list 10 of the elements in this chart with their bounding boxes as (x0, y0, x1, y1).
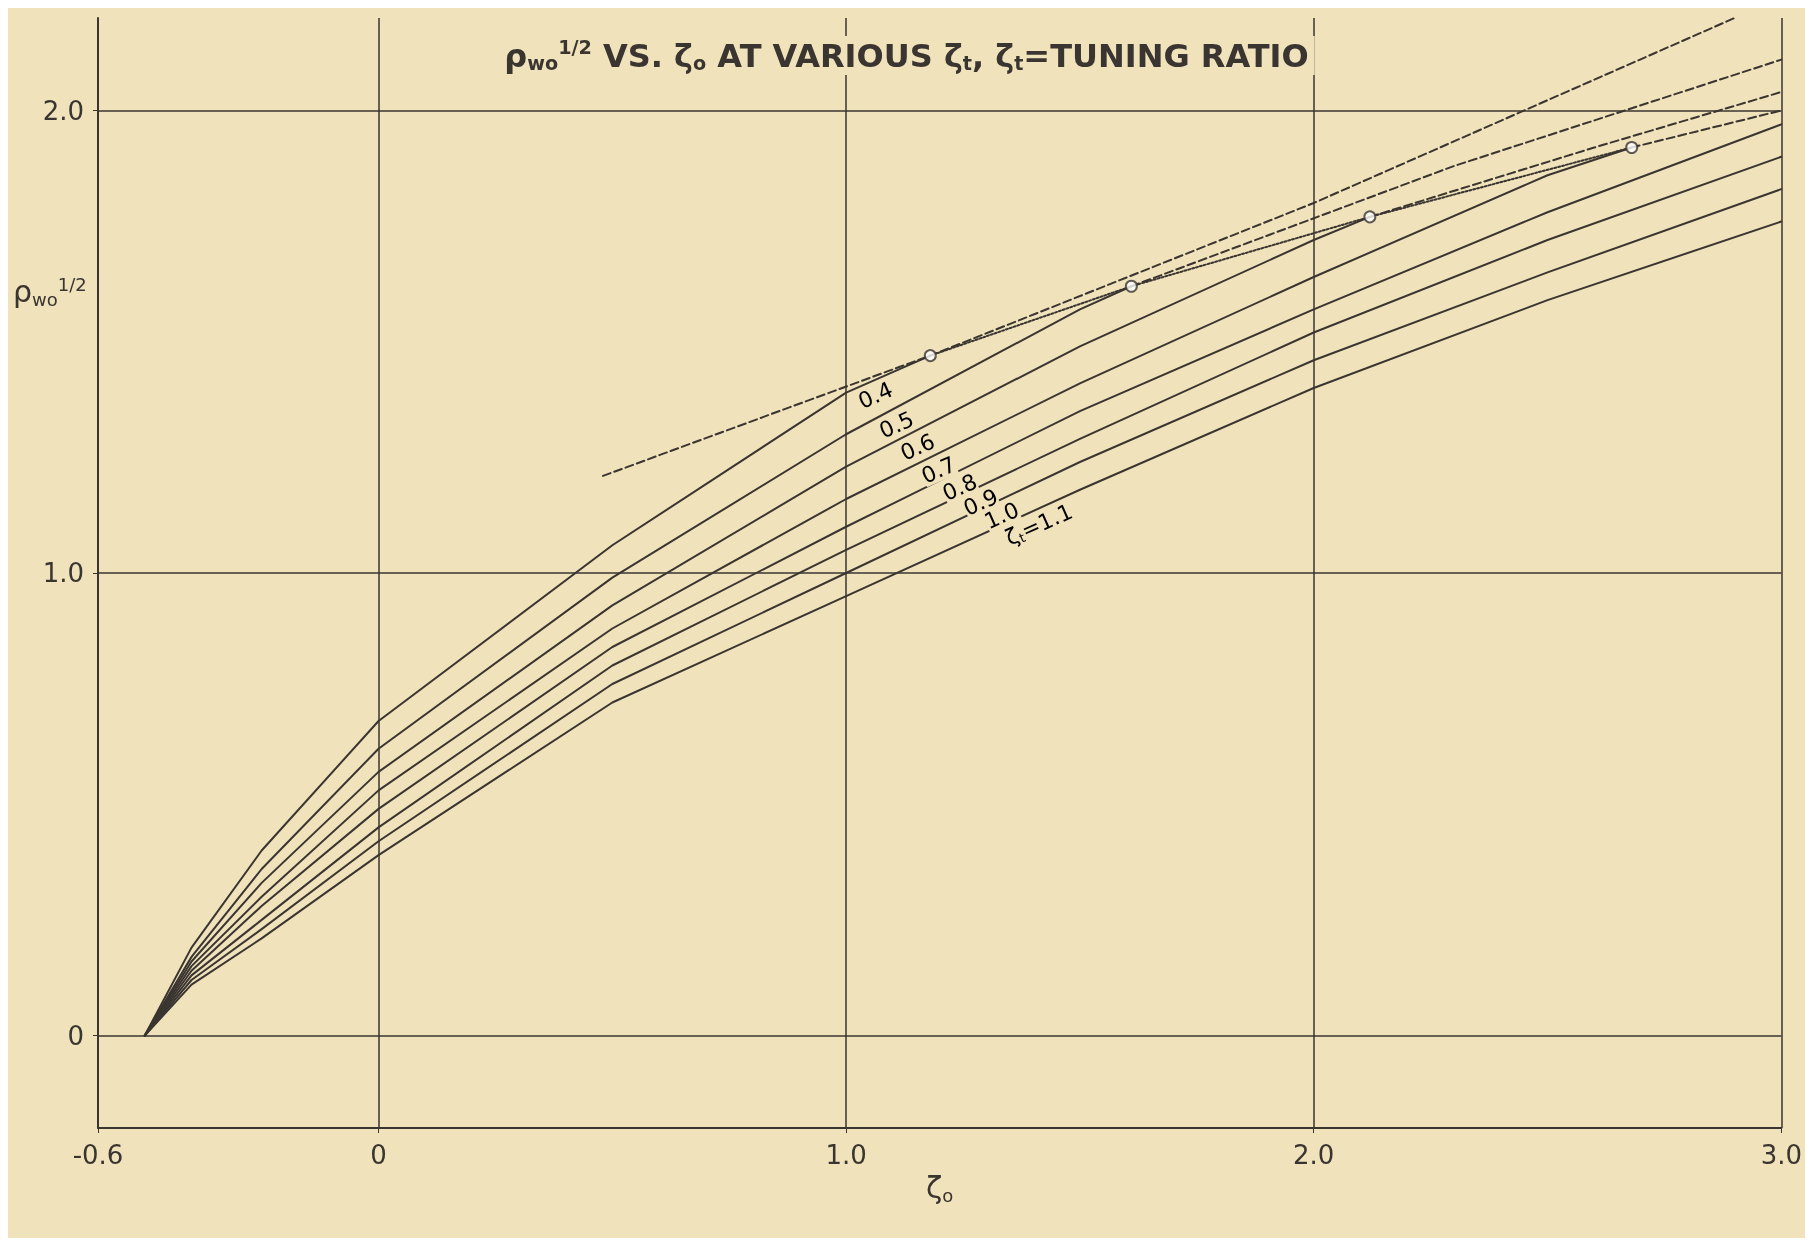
y-tick-label: 1.0 (42, 558, 84, 588)
y-tick-label: 0 (67, 1020, 84, 1051)
x-tick-label: -0.6 (72, 1140, 124, 1170)
x-tick-label: 1.0 (825, 1140, 867, 1170)
y-tick-label: 2.0 (42, 95, 84, 126)
x-tick-label: 0 (370, 1140, 387, 1170)
text: 0.4 (854, 376, 897, 414)
x-tick-label: 2.0 (1293, 1140, 1335, 1170)
chart-title: ρwo1/2 VS. ζo AT VARIOUS ζt, ζt=TUNING RATIO (504, 36, 1309, 75)
x-tick-label: 3.0 (1760, 1140, 1803, 1170)
